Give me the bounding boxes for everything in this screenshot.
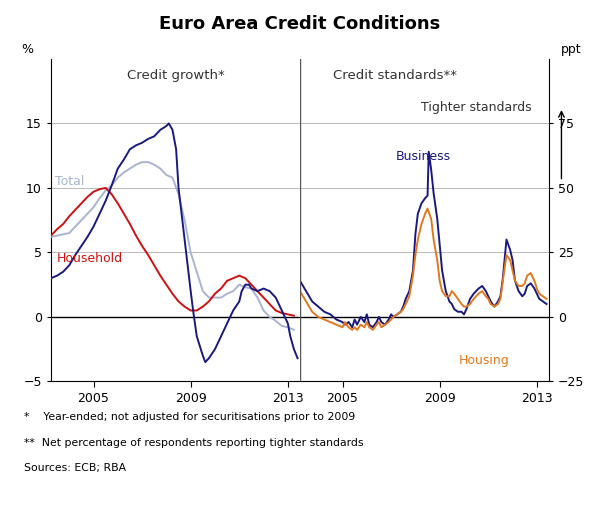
Text: Sources: ECB; RBA: Sources: ECB; RBA [24, 463, 126, 474]
Text: Business: Business [396, 151, 451, 163]
Text: Euro Area Credit Conditions: Euro Area Credit Conditions [160, 15, 440, 33]
Text: ppt: ppt [561, 42, 581, 56]
Text: Credit growth*: Credit growth* [127, 69, 224, 81]
Text: Housing: Housing [459, 354, 510, 367]
Text: Credit standards**: Credit standards** [332, 69, 457, 81]
Text: Total: Total [55, 175, 84, 188]
Text: *    Year-ended; not adjusted for securitisations prior to 2009: * Year-ended; not adjusted for securitis… [24, 412, 355, 422]
Text: Household: Household [57, 252, 123, 265]
Text: %: % [21, 42, 33, 56]
Text: Tighter standards: Tighter standards [421, 101, 532, 114]
Text: **  Net percentage of respondents reporting tighter standards: ** Net percentage of respondents reporti… [24, 438, 364, 448]
